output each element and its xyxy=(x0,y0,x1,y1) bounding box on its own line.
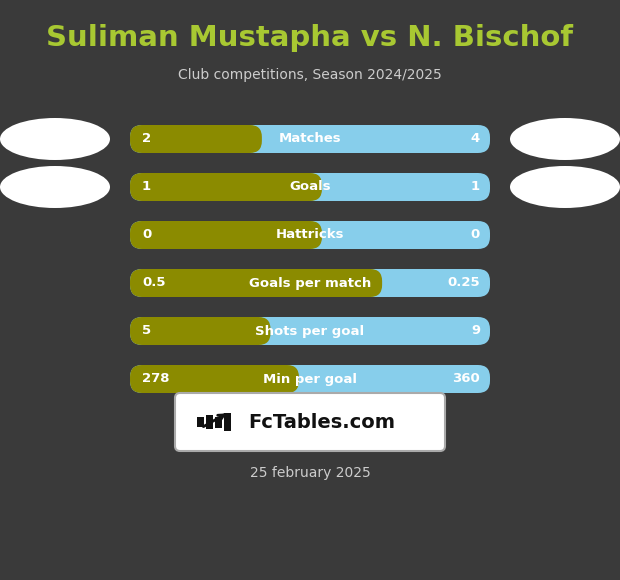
FancyBboxPatch shape xyxy=(130,269,382,297)
Text: FcTables.com: FcTables.com xyxy=(249,412,396,432)
FancyBboxPatch shape xyxy=(130,317,270,345)
FancyBboxPatch shape xyxy=(130,317,490,345)
Text: 360: 360 xyxy=(452,372,480,386)
Ellipse shape xyxy=(510,166,620,208)
Text: Shots per goal: Shots per goal xyxy=(255,324,365,338)
Text: 0.5: 0.5 xyxy=(142,277,166,289)
Text: Min per goal: Min per goal xyxy=(263,372,357,386)
Text: 4: 4 xyxy=(471,132,480,146)
Text: 2: 2 xyxy=(142,132,151,146)
FancyBboxPatch shape xyxy=(130,173,490,201)
Ellipse shape xyxy=(0,118,110,160)
Text: Matches: Matches xyxy=(278,132,342,146)
FancyBboxPatch shape xyxy=(130,125,490,153)
FancyBboxPatch shape xyxy=(130,221,490,249)
Text: 5: 5 xyxy=(142,324,151,338)
FancyBboxPatch shape xyxy=(130,125,262,153)
FancyBboxPatch shape xyxy=(130,365,299,393)
Text: 0: 0 xyxy=(142,229,151,241)
Ellipse shape xyxy=(510,118,620,160)
Text: 0: 0 xyxy=(471,229,480,241)
FancyBboxPatch shape xyxy=(130,173,322,201)
Text: 25 february 2025: 25 february 2025 xyxy=(250,466,370,480)
Bar xyxy=(197,417,204,427)
Text: 9: 9 xyxy=(471,324,480,338)
Text: Suliman Mustapha vs N. Bischof: Suliman Mustapha vs N. Bischof xyxy=(46,24,574,52)
Text: Goals: Goals xyxy=(289,180,331,194)
Text: 0.25: 0.25 xyxy=(448,277,480,289)
Bar xyxy=(215,416,222,427)
Bar xyxy=(224,413,231,431)
Text: 278: 278 xyxy=(142,372,169,386)
FancyBboxPatch shape xyxy=(130,221,322,249)
Ellipse shape xyxy=(0,166,110,208)
Text: 1: 1 xyxy=(471,180,480,194)
FancyBboxPatch shape xyxy=(130,365,490,393)
Text: 1: 1 xyxy=(142,180,151,194)
Text: Goals per match: Goals per match xyxy=(249,277,371,289)
FancyBboxPatch shape xyxy=(175,393,445,451)
Text: Hattricks: Hattricks xyxy=(276,229,344,241)
FancyBboxPatch shape xyxy=(130,269,490,297)
Bar xyxy=(206,415,213,429)
Text: Club competitions, Season 2024/2025: Club competitions, Season 2024/2025 xyxy=(178,68,442,82)
